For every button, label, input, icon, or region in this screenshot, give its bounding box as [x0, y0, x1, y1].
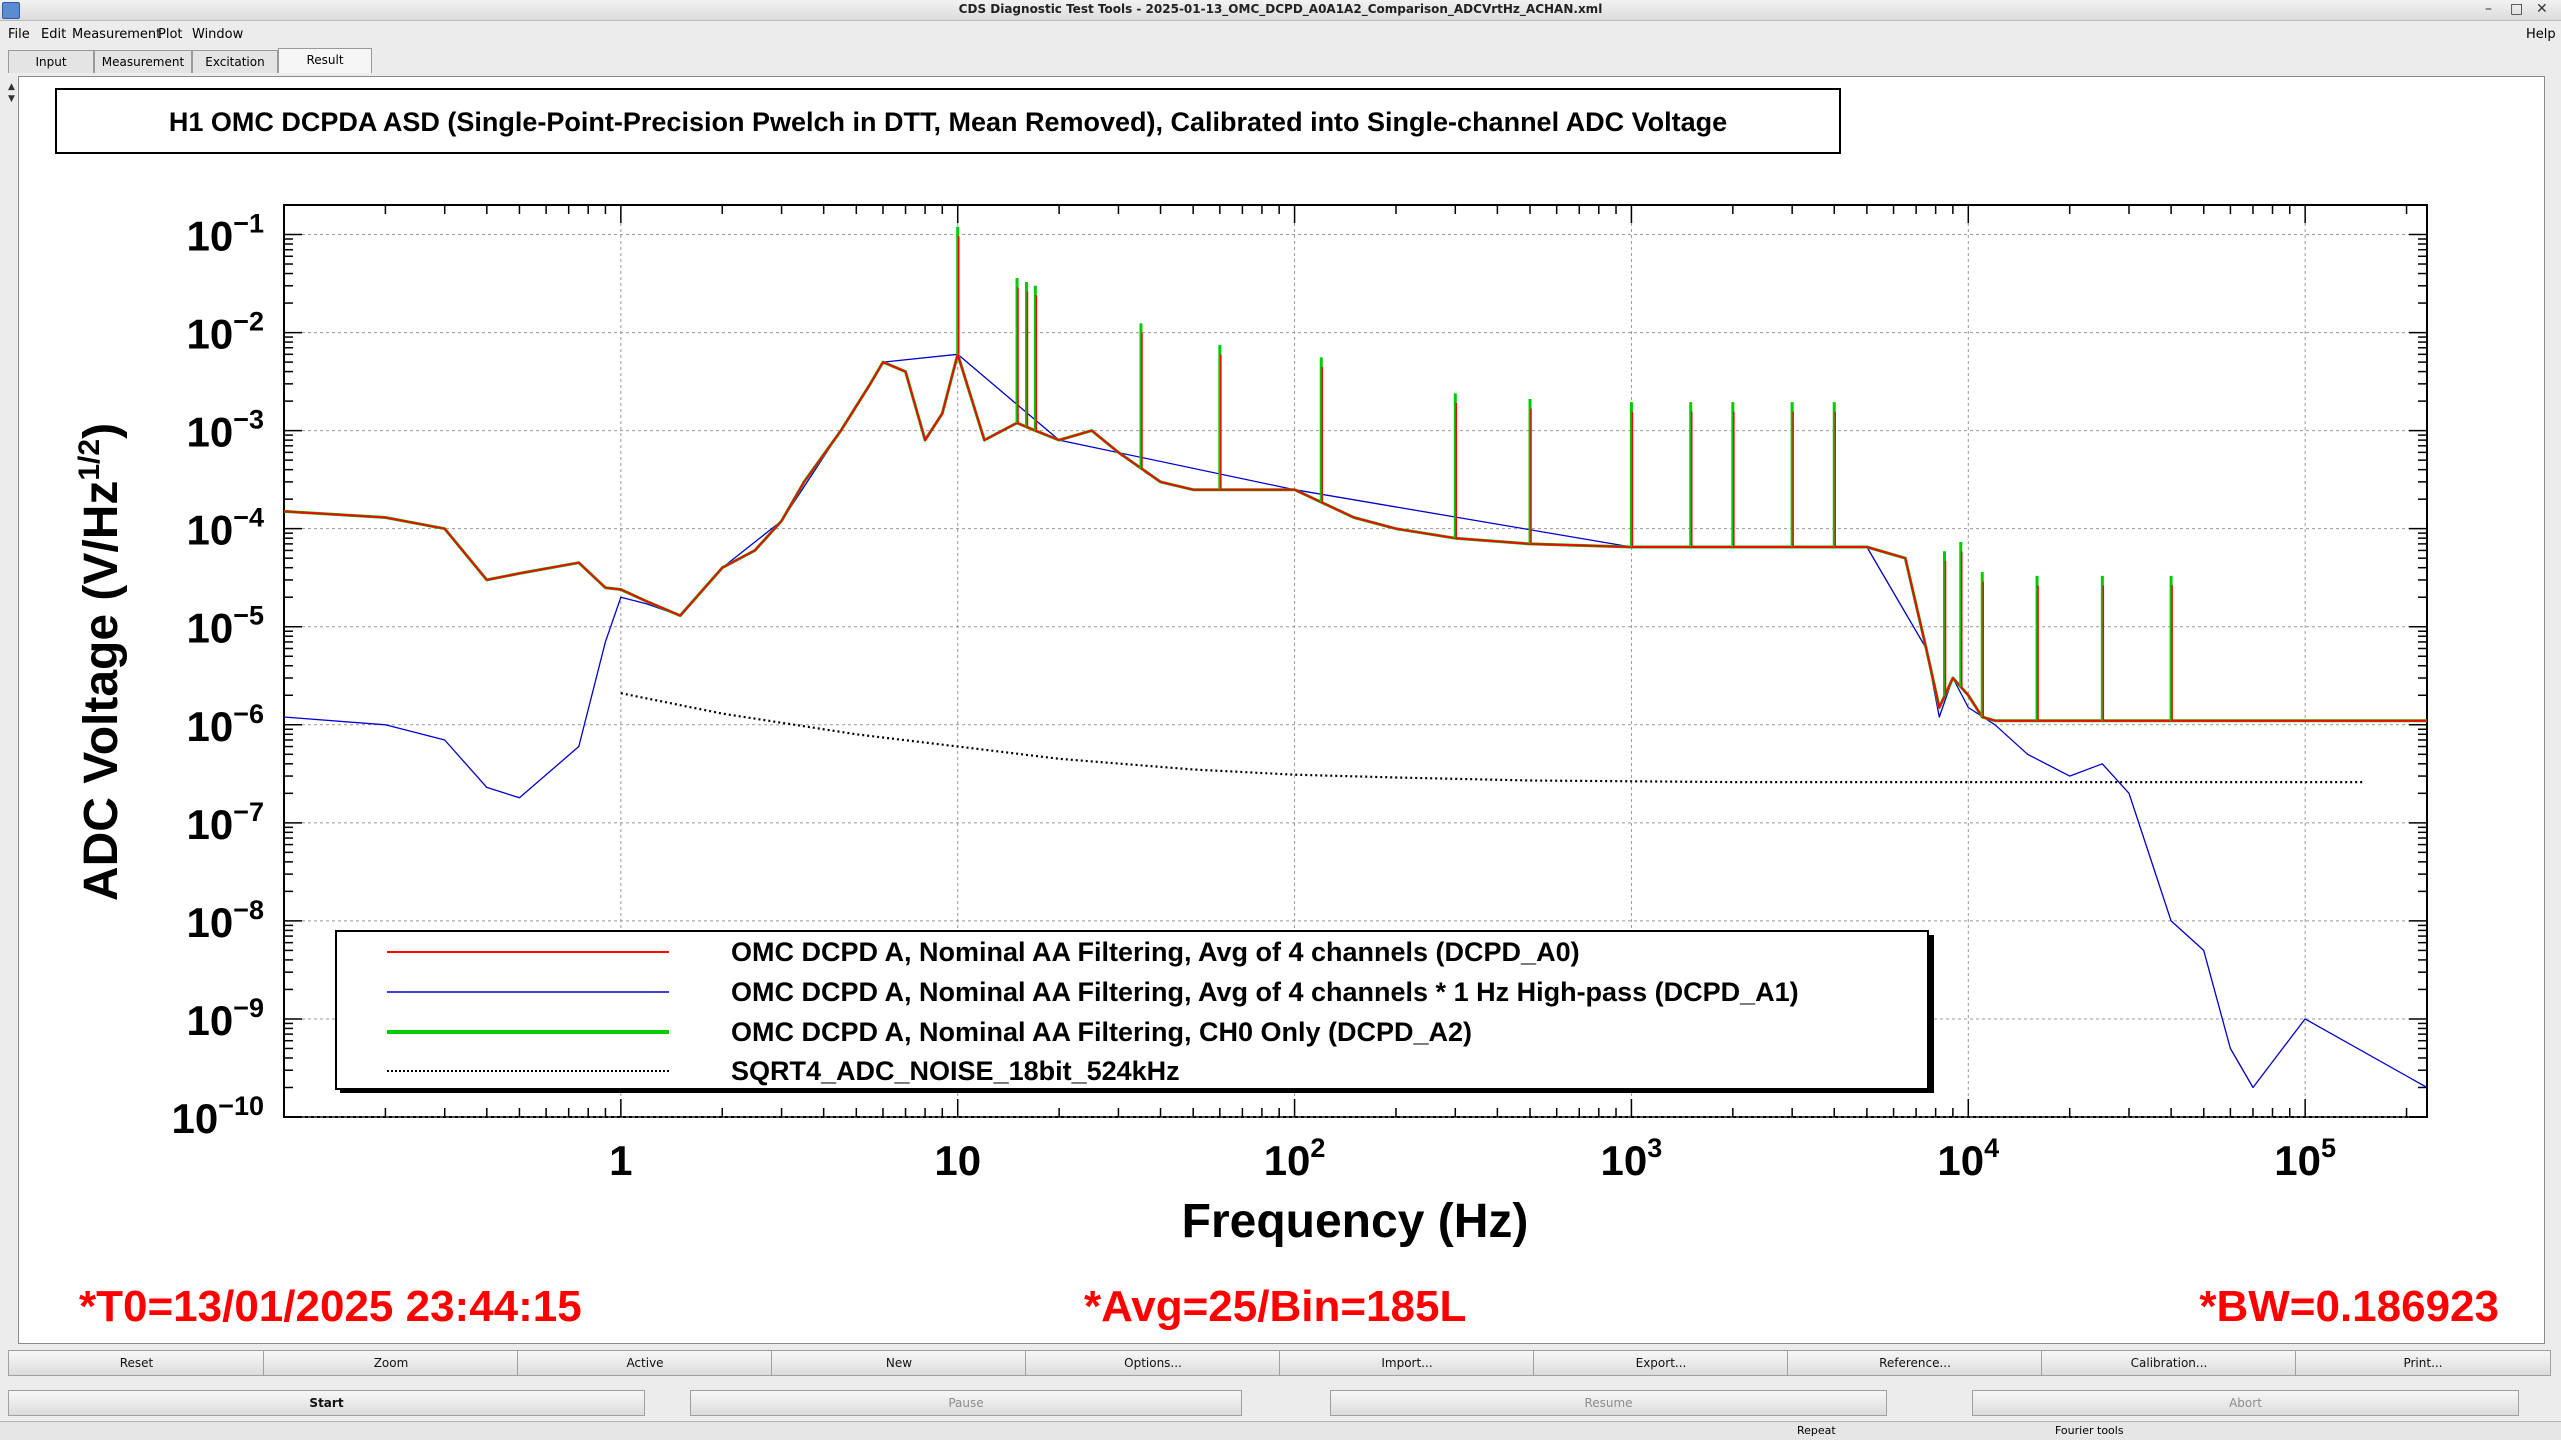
- x-tick-label: 10: [934, 1137, 981, 1184]
- y-tick-label: 10−3: [186, 405, 264, 456]
- tab-excitation[interactable]: Excitation: [192, 50, 278, 73]
- menu-bar: File Edit Measurement Plot Window Help: [0, 22, 2561, 48]
- window-titlebar: CDS Diagnostic Test Tools - 2025-01-13_O…: [0, 0, 2561, 21]
- new-button[interactable]: New: [771, 1350, 1027, 1376]
- menu-window[interactable]: Window: [192, 27, 244, 42]
- y-tick-label: 10−6: [186, 699, 264, 750]
- tab-result[interactable]: Result: [278, 48, 372, 73]
- x-tick-label: 1: [609, 1137, 632, 1184]
- avg-annotation: *Avg=25/Bin=185L: [1084, 1282, 1466, 1331]
- data-series: [283, 226, 2428, 1089]
- y-tick-label: 10−1: [186, 209, 264, 260]
- y-tick-label: 10−2: [186, 307, 264, 358]
- menu-help[interactable]: Help: [2526, 27, 2556, 42]
- x-tick-label: 103: [1601, 1133, 1663, 1184]
- plot-title-box: [55, 88, 1841, 154]
- export-button[interactable]: Export...: [1533, 1350, 1789, 1376]
- tab-input[interactable]: Input: [8, 50, 94, 73]
- y-tick-label: 10−9: [186, 993, 264, 1044]
- scroll-up-icon[interactable]: ▲: [8, 82, 15, 92]
- t0-annotation: *T0=13/01/2025 23:44:15: [79, 1282, 582, 1331]
- reset-button[interactable]: Reset: [8, 1350, 265, 1376]
- x-tick-labels: 1 10 102 103 104 105: [609, 1133, 2336, 1184]
- zoom-button[interactable]: Zoom: [263, 1350, 519, 1376]
- menu-file[interactable]: File: [8, 27, 30, 42]
- legend-shadow-bottom: [340, 1089, 1934, 1093]
- start-button[interactable]: Start: [8, 1390, 645, 1416]
- series-line-1: [283, 353, 2428, 1089]
- legend-label-noise: SQRT4_ADC_NOISE_18bit_524kHz: [731, 1056, 1180, 1086]
- legend-shadow: [1928, 935, 1934, 1093]
- pause-button[interactable]: Pause: [690, 1390, 1242, 1416]
- menu-measurement[interactable]: Measurement: [72, 27, 162, 42]
- asd-plot[interactable]: H1 OMC DCPDA ASD (Single-Point-Precision…: [19, 77, 2544, 1343]
- y-tick-label: 10−7: [186, 797, 264, 848]
- menu-plot[interactable]: Plot: [158, 27, 183, 42]
- legend-box: [335, 930, 1929, 1090]
- options-button[interactable]: Options...: [1025, 1350, 1281, 1376]
- tab-measurement[interactable]: Measurement: [94, 50, 192, 73]
- plot-title: H1 OMC DCPDA ASD (Single-Point-Precision…: [169, 107, 1727, 137]
- status-bar: Repeat Fourier tools: [0, 1421, 2561, 1440]
- print-button[interactable]: Print...: [2295, 1350, 2551, 1376]
- legend-label-a0: OMC DCPD A, Nominal AA Filtering, Avg of…: [731, 937, 1580, 967]
- x-axis-label: Frequency (Hz): [1182, 1195, 1529, 1248]
- close-icon[interactable]: ✕: [2536, 1, 2548, 17]
- legend-label-a1: OMC DCPD A, Nominal AA Filtering, Avg of…: [731, 977, 1799, 1007]
- minor-ticks: [283, 204, 2427, 1118]
- y-tick-label: 10−4: [186, 503, 264, 554]
- y-tick-label: 10−10: [171, 1091, 264, 1142]
- legend-label-a2: OMC DCPD A, Nominal AA Filtering, CH0 On…: [731, 1017, 1472, 1047]
- y-axis-label: ADC Voltage (V/Hz1/2): [73, 423, 128, 901]
- resume-button[interactable]: Resume: [1330, 1390, 1887, 1416]
- plot-canvas[interactable]: H1 OMC DCPDA ASD (Single-Point-Precision…: [18, 76, 2545, 1344]
- calibration-button[interactable]: Calibration...: [2041, 1350, 2297, 1376]
- x-tick-label: 105: [2274, 1133, 2336, 1184]
- app-icon: [2, 2, 20, 19]
- x-tick-label: 104: [1937, 1133, 1999, 1184]
- y-tick-label: 10−5: [186, 601, 264, 652]
- status-fourier-tools: Fourier tools: [2055, 1424, 2124, 1437]
- y-tick-labels: 10−1 10−2 10−3 10−4 10−5 10−6 10−7 10−8 10−9 10−1…: [171, 209, 264, 1142]
- import-button[interactable]: Import...: [1279, 1350, 1535, 1376]
- scroll-down-icon[interactable]: ▼: [8, 94, 15, 104]
- x-tick-label: 102: [1264, 1133, 1326, 1184]
- maximize-icon[interactable]: □: [2510, 1, 2524, 17]
- active-button[interactable]: Active: [517, 1350, 773, 1376]
- plot-button-bar: Reset Zoom Active New Options... Import.…: [0, 1350, 2561, 1378]
- abort-button[interactable]: Abort: [1972, 1390, 2519, 1416]
- reference-button[interactable]: Reference...: [1787, 1350, 2043, 1376]
- bw-annotation: *BW=0.186923: [2199, 1282, 2499, 1331]
- y-tick-label: 10−8: [186, 895, 264, 946]
- legend: OMC DCPD A, Nominal AA Filtering, Avg of…: [335, 930, 1934, 1093]
- menu-edit[interactable]: Edit: [41, 27, 67, 42]
- minimize-icon[interactable]: –: [2485, 1, 2492, 17]
- status-repeat: Repeat: [1797, 1424, 1836, 1437]
- window-title: CDS Diagnostic Test Tools - 2025-01-13_O…: [958, 2, 1603, 16]
